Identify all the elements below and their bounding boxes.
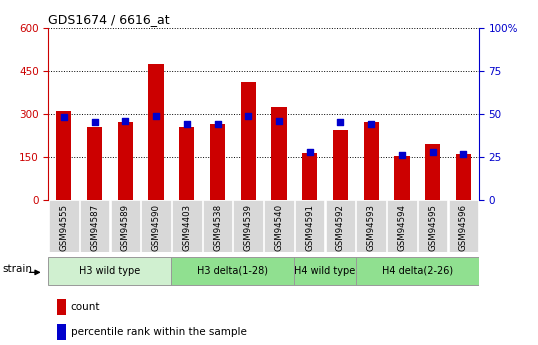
- Text: GSM94540: GSM94540: [274, 204, 284, 252]
- FancyBboxPatch shape: [233, 200, 263, 252]
- FancyBboxPatch shape: [295, 200, 324, 252]
- Point: [60, 115, 68, 120]
- Bar: [456, 154, 471, 200]
- Text: GSM94592: GSM94592: [336, 204, 345, 251]
- Text: GSM94538: GSM94538: [213, 204, 222, 252]
- Point: [90, 120, 99, 125]
- Point: [398, 152, 406, 158]
- Text: percentile rank within the sample: percentile rank within the sample: [71, 327, 247, 337]
- Bar: [240, 82, 256, 200]
- FancyBboxPatch shape: [80, 200, 109, 252]
- Point: [152, 113, 160, 118]
- Text: H4 delta(2-26): H4 delta(2-26): [382, 266, 453, 276]
- Bar: [210, 124, 225, 200]
- Bar: [425, 144, 441, 200]
- Point: [213, 121, 222, 127]
- Text: GSM94596: GSM94596: [459, 204, 468, 251]
- Point: [244, 113, 252, 118]
- Text: GSM94587: GSM94587: [90, 204, 99, 252]
- Bar: [56, 111, 72, 200]
- Point: [306, 149, 314, 155]
- FancyBboxPatch shape: [172, 257, 294, 285]
- Text: GSM94591: GSM94591: [305, 204, 314, 251]
- FancyBboxPatch shape: [172, 200, 202, 252]
- Text: GSM94590: GSM94590: [152, 204, 160, 251]
- Bar: [179, 127, 194, 200]
- Point: [275, 118, 284, 124]
- FancyBboxPatch shape: [357, 200, 386, 252]
- Text: H3 wild type: H3 wild type: [79, 266, 140, 276]
- FancyBboxPatch shape: [48, 257, 172, 285]
- Text: GSM94593: GSM94593: [367, 204, 376, 251]
- Text: count: count: [71, 302, 100, 312]
- Bar: [118, 122, 133, 200]
- Text: GSM94539: GSM94539: [244, 204, 253, 251]
- Text: GSM94594: GSM94594: [398, 204, 407, 251]
- Bar: [148, 63, 164, 200]
- Bar: [87, 127, 102, 200]
- FancyBboxPatch shape: [49, 200, 79, 252]
- Text: GSM94589: GSM94589: [121, 204, 130, 251]
- Bar: [333, 130, 348, 200]
- Text: strain: strain: [3, 264, 32, 274]
- Point: [428, 149, 437, 155]
- Bar: [302, 152, 317, 200]
- Bar: [394, 156, 409, 200]
- Point: [121, 118, 130, 124]
- FancyBboxPatch shape: [203, 200, 232, 252]
- FancyBboxPatch shape: [325, 200, 355, 252]
- Text: H3 delta(1-28): H3 delta(1-28): [197, 266, 268, 276]
- Point: [367, 121, 376, 127]
- Point: [459, 151, 468, 156]
- FancyBboxPatch shape: [387, 200, 417, 252]
- FancyBboxPatch shape: [264, 200, 294, 252]
- Text: GDS1674 / 6616_at: GDS1674 / 6616_at: [48, 13, 170, 27]
- Text: H4 wild type: H4 wild type: [294, 266, 356, 276]
- Point: [336, 120, 345, 125]
- FancyBboxPatch shape: [110, 200, 140, 252]
- FancyBboxPatch shape: [449, 200, 478, 252]
- Bar: [271, 107, 287, 200]
- Bar: [364, 122, 379, 200]
- Bar: [57, 324, 67, 340]
- FancyBboxPatch shape: [294, 257, 356, 285]
- FancyBboxPatch shape: [356, 257, 479, 285]
- Text: GSM94595: GSM94595: [428, 204, 437, 251]
- Point: [182, 121, 191, 127]
- Text: GSM94555: GSM94555: [59, 204, 68, 252]
- Text: GSM94403: GSM94403: [182, 204, 192, 252]
- Bar: [57, 299, 67, 315]
- FancyBboxPatch shape: [141, 200, 171, 252]
- FancyBboxPatch shape: [418, 200, 448, 252]
